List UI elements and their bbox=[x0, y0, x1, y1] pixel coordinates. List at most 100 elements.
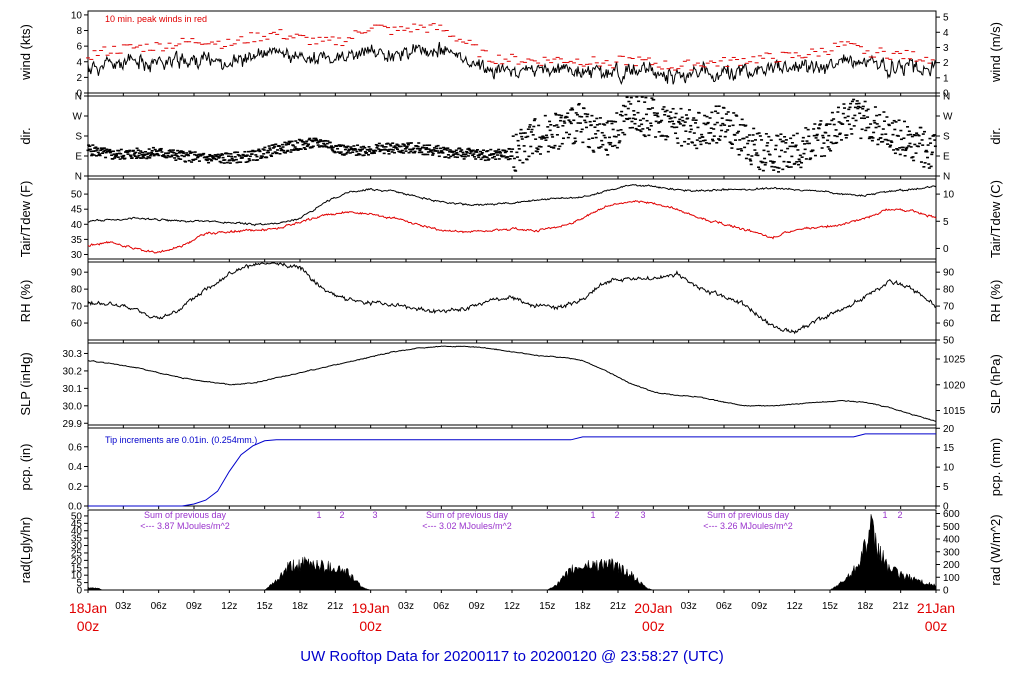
day-label-time: 00z bbox=[77, 618, 100, 634]
ytick-label-left-pcp: 0.6 bbox=[68, 442, 82, 453]
ytick-label-right-rh: 50 bbox=[943, 336, 955, 347]
day-label-date: 18Jan bbox=[69, 600, 107, 616]
ytick-label-left-wind: 6 bbox=[76, 42, 82, 53]
ytick-label-left-rh: 80 bbox=[71, 285, 83, 296]
ylabel-left-temp: Tair/Tdew (F) bbox=[18, 181, 33, 258]
ylabel-left-pcp: pcp. (in) bbox=[18, 444, 33, 491]
pcp-annotation: Tip increments are 0.01in. (0.254mm.) bbox=[105, 435, 257, 445]
series-air-temp bbox=[87, 184, 937, 227]
day-label-date: 19Jan bbox=[352, 600, 390, 616]
ytick-label-right-rh: 70 bbox=[943, 302, 955, 313]
xtick-label: 21z bbox=[610, 601, 626, 612]
rad-peak-marker: 3 bbox=[640, 510, 645, 520]
ytick-label-right-pcp: 0 bbox=[943, 502, 949, 513]
ytick-label-right-pcp: 15 bbox=[943, 443, 955, 454]
xtick-label: 03z bbox=[681, 601, 697, 612]
ytick-label-left-dir: W bbox=[73, 112, 83, 123]
ytick-label-right-slp: 1015 bbox=[943, 406, 966, 417]
ytick-label-left-rad: 40 bbox=[71, 526, 83, 537]
rad-note-label: Sum of previous day bbox=[707, 510, 790, 520]
xtick-label: 03z bbox=[115, 601, 131, 612]
ylabel-left-rad: rad(Lgly/hr) bbox=[18, 517, 33, 583]
xtick-label: 12z bbox=[787, 601, 803, 612]
ylabel-left-rh: RH (%) bbox=[18, 280, 33, 323]
rad-peak-marker: 2 bbox=[614, 510, 619, 520]
ytick-label-right-wind: 1 bbox=[943, 73, 949, 84]
rad-note-label: Sum of previous day bbox=[426, 510, 509, 520]
ylabel-right-pcp: pcp. (mm) bbox=[988, 438, 1003, 497]
ytick-label-left-rad: 5 bbox=[76, 578, 82, 589]
ytick-label-left-rh: 70 bbox=[71, 302, 83, 313]
rad-peak-marker: 1 bbox=[882, 510, 887, 520]
ytick-label-left-temp: 30 bbox=[71, 250, 83, 261]
ytick-label-right-wind: 5 bbox=[943, 13, 949, 24]
xtick-label: 09z bbox=[751, 601, 767, 612]
day-label-date: 20Jan bbox=[634, 600, 672, 616]
ytick-label-right-dir: W bbox=[943, 112, 953, 123]
ylabel-right-rh: RH (%) bbox=[988, 280, 1003, 323]
ytick-label-right-wind: 0 bbox=[943, 89, 949, 100]
ytick-label-right-slp: 1020 bbox=[943, 380, 966, 391]
ytick-label-right-rad: 300 bbox=[943, 547, 960, 558]
ytick-label-right-rad: 0 bbox=[943, 586, 949, 597]
ytick-label-right-wind: 4 bbox=[943, 28, 949, 39]
rad-note-value: <--- 3.02 MJoules/m^2 bbox=[422, 521, 512, 531]
day-label-time: 00z bbox=[642, 618, 665, 634]
ytick-label-right-dir: S bbox=[943, 132, 950, 143]
xtick-label: 12z bbox=[504, 601, 520, 612]
ytick-label-left-rad: 35 bbox=[71, 534, 83, 545]
ytick-label-right-rad: 100 bbox=[943, 573, 960, 584]
chart-title: UW Rooftop Data for 20200117 to 20200120… bbox=[300, 648, 724, 665]
ytick-label-right-slp: 1025 bbox=[943, 355, 966, 366]
ytick-label-right-wind: 2 bbox=[943, 58, 949, 69]
panel-frame-wind bbox=[87, 10, 937, 94]
rad-note-value: <--- 3.26 MJoules/m^2 bbox=[703, 521, 793, 531]
ytick-label-left-rad: 10 bbox=[71, 571, 83, 582]
xtick-label: 09z bbox=[186, 601, 202, 612]
ytick-label-left-wind: 4 bbox=[76, 57, 82, 68]
day-label-time: 00z bbox=[359, 618, 382, 634]
day-label-time: 00z bbox=[925, 618, 948, 634]
ytick-label-right-wind: 3 bbox=[943, 43, 949, 54]
ylabel-right-rad: rad (W/m^2) bbox=[988, 514, 1003, 585]
series-wind-speed bbox=[87, 41, 937, 85]
rad-peak-marker: 2 bbox=[897, 510, 902, 520]
wind-annotation: 10 min. peak winds in red bbox=[105, 14, 207, 24]
ytick-label-right-pcp: 20 bbox=[943, 424, 955, 435]
ytick-label-left-rad: 0 bbox=[76, 586, 82, 597]
ylabel-right-dir: dir. bbox=[988, 127, 1003, 144]
ytick-label-left-wind: 10 bbox=[71, 10, 83, 21]
ytick-label-right-pcp: 5 bbox=[943, 482, 949, 493]
ylabel-right-wind: wind (m/s) bbox=[988, 22, 1003, 83]
ytick-label-left-rad: 15 bbox=[71, 563, 83, 574]
ytick-label-right-dir: N bbox=[943, 172, 950, 183]
ytick-label-right-rad: 200 bbox=[943, 560, 960, 571]
ytick-label-left-wind: 2 bbox=[76, 73, 82, 84]
rad-peak-marker: 1 bbox=[590, 510, 595, 520]
ytick-label-left-slp: 30.2 bbox=[63, 366, 83, 377]
ytick-label-right-pcp: 10 bbox=[943, 463, 955, 474]
ytick-label-left-pcp: 0.0 bbox=[68, 502, 82, 513]
ylabel-left-dir: dir. bbox=[18, 127, 33, 144]
ytick-label-left-temp: 50 bbox=[71, 190, 83, 201]
ytick-label-left-rad: 45 bbox=[71, 519, 83, 530]
ytick-label-left-rad: 25 bbox=[71, 548, 83, 559]
ytick-label-right-temp: 0 bbox=[943, 244, 949, 255]
ytick-label-left-dir: E bbox=[75, 152, 82, 163]
xtick-label: 18z bbox=[292, 601, 308, 612]
panel-frame-rh bbox=[87, 261, 937, 341]
ytick-label-left-slp: 30.0 bbox=[63, 401, 83, 412]
ytick-label-right-temp: 5 bbox=[943, 217, 949, 228]
ylabel-left-slp: SLP (inHg) bbox=[18, 352, 33, 415]
ytick-label-left-slp: 29.9 bbox=[63, 419, 83, 430]
xtick-label: 18z bbox=[575, 601, 591, 612]
rad-peak-marker: 1 bbox=[316, 510, 321, 520]
ylabel-right-temp: Tair/Tdew (C) bbox=[988, 180, 1003, 258]
series-slp bbox=[87, 345, 937, 423]
xtick-label: 09z bbox=[469, 601, 485, 612]
ytick-label-left-pcp: 0.4 bbox=[68, 462, 82, 473]
xtick-label: 15z bbox=[257, 601, 273, 612]
ytick-label-right-dir: N bbox=[943, 92, 950, 103]
ylabel-right-slp: SLP (hPa) bbox=[988, 354, 1003, 414]
